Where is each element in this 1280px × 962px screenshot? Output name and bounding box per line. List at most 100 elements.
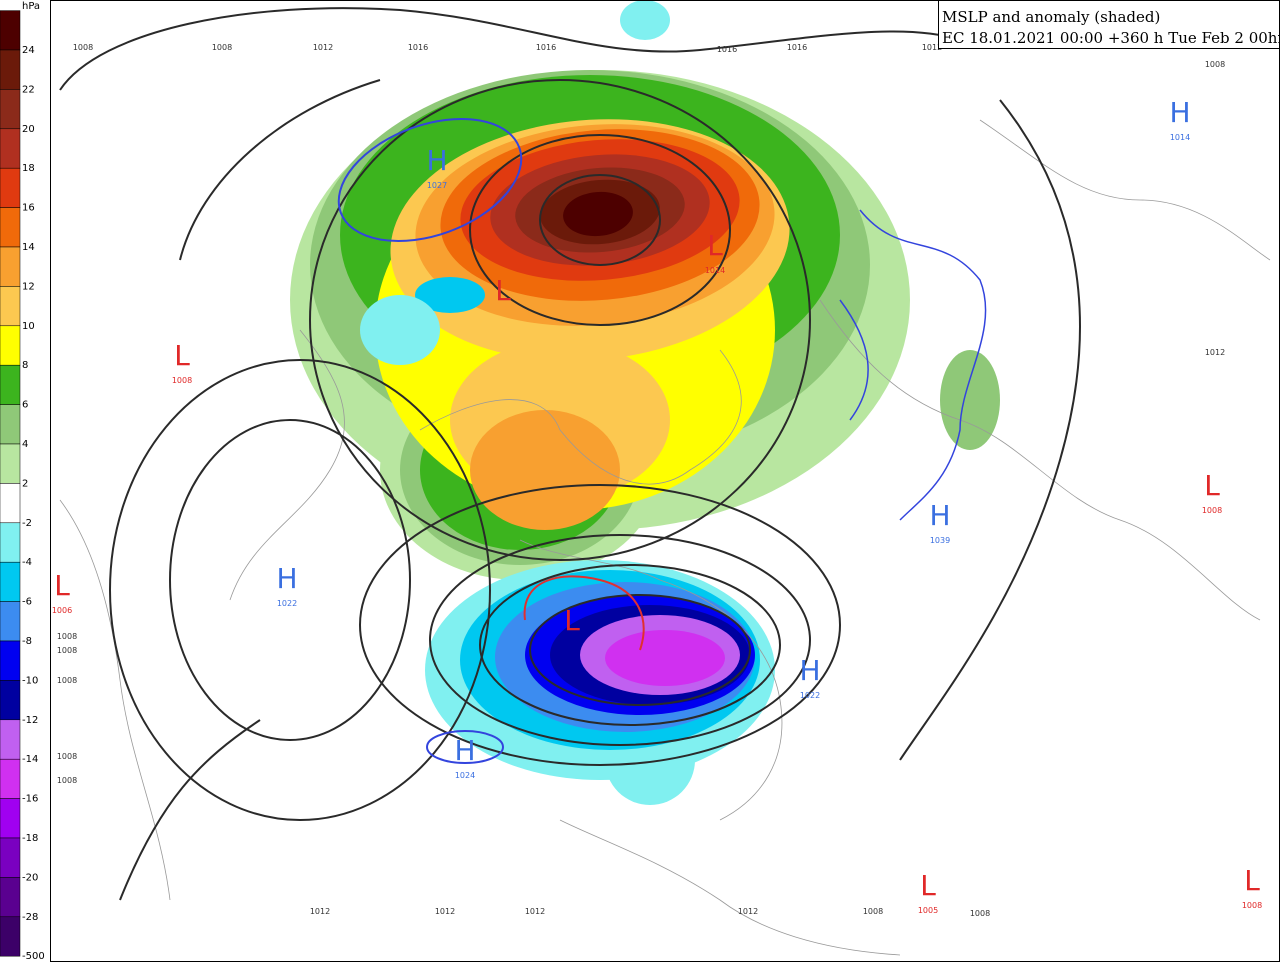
center-pressure: 1024 bbox=[455, 771, 475, 780]
high-contour bbox=[839, 209, 987, 521]
colorbar-box bbox=[0, 798, 21, 839]
center-pressure: 1008 bbox=[1242, 901, 1262, 910]
isobar-label: 1012 bbox=[435, 907, 455, 916]
center-letter: H bbox=[929, 499, 950, 532]
colorbar-box bbox=[0, 916, 21, 957]
isobar-label: 1012 bbox=[738, 907, 758, 916]
anomaly-area bbox=[360, 295, 440, 365]
colorbar-label: 6 bbox=[22, 400, 28, 411]
center-letter: H bbox=[426, 144, 447, 177]
colorbar-label: 20 bbox=[22, 124, 35, 135]
colorbar-label: 18 bbox=[22, 163, 35, 174]
center-letter: L bbox=[495, 274, 511, 307]
colorbar-box bbox=[0, 404, 21, 445]
colorbar-box bbox=[0, 719, 21, 760]
isobar-label: 1012 bbox=[922, 43, 942, 52]
colorbar-box bbox=[0, 877, 21, 918]
colorbar-label: -12 bbox=[22, 715, 38, 726]
colorbar-box bbox=[0, 483, 21, 524]
colorbar-box bbox=[0, 561, 21, 602]
colorbar-box bbox=[0, 443, 21, 484]
colorbar-box bbox=[0, 167, 21, 208]
center-pressure: 1008 bbox=[172, 376, 192, 385]
colorbar-box bbox=[0, 601, 21, 642]
colorbar-label: 12 bbox=[22, 281, 35, 292]
header-title: MSLP and anomaly (shaded) bbox=[942, 8, 1160, 26]
anomaly-shading bbox=[290, 0, 1000, 805]
center-letter: H bbox=[276, 562, 297, 595]
colorbar-label: 16 bbox=[22, 203, 35, 214]
isobar-label: 1008 bbox=[212, 43, 232, 52]
anomaly-area bbox=[620, 0, 670, 40]
colorbar-box bbox=[0, 286, 21, 327]
colorbar-unit: hPa bbox=[22, 1, 40, 12]
center-letter: L bbox=[920, 869, 936, 902]
colorbar-label: 8 bbox=[22, 360, 28, 371]
center-letter: L bbox=[1244, 864, 1260, 897]
isobar-label: 1008 bbox=[970, 909, 990, 918]
colorbar-label: -20 bbox=[22, 872, 38, 883]
colorbar-box bbox=[0, 246, 21, 287]
isobar-label: 1012 bbox=[525, 907, 545, 916]
header-subtitle: EC 18.01.2021 00:00 +360 h Tue Feb 2 00h… bbox=[942, 29, 1280, 47]
low-contour bbox=[523, 575, 645, 651]
center-pressure: 1005 bbox=[918, 906, 938, 915]
colorbar-label: 2 bbox=[22, 478, 28, 489]
center-pressure: 1008 bbox=[1202, 506, 1222, 515]
center-letter: L bbox=[54, 569, 70, 602]
isobar-label: 1016 bbox=[536, 43, 556, 52]
center-letter: L bbox=[174, 339, 190, 372]
colorbar-label: 10 bbox=[22, 321, 35, 332]
center-pressure: 1022 bbox=[800, 691, 820, 700]
colorbar-label: -8 bbox=[22, 636, 32, 647]
colorbar-label: -14 bbox=[22, 754, 38, 765]
center-letter: L bbox=[707, 229, 723, 262]
isobar-label: 1016 bbox=[717, 45, 737, 54]
colorbar-label: 14 bbox=[22, 242, 35, 253]
anomaly-area bbox=[563, 191, 633, 237]
colorbar-label: -16 bbox=[22, 794, 38, 805]
colorbar-label: -500 bbox=[22, 951, 45, 962]
anomaly-area bbox=[940, 350, 1000, 450]
isobar-label: 1008 bbox=[57, 632, 77, 641]
center-letter: H bbox=[1169, 96, 1190, 129]
colorbar: hPa 24 22 20 18 16 14 12 10 8 6 4 2 -2 -4 -6 -8 -10 -12 -1… bbox=[0, 1, 45, 962]
colorbar-box bbox=[0, 364, 21, 405]
colorbar-box bbox=[0, 522, 21, 563]
high-contour bbox=[426, 730, 504, 764]
colorbar-box bbox=[0, 758, 21, 799]
isobar-label: 1008 bbox=[57, 776, 77, 785]
colorbar-box bbox=[0, 128, 21, 169]
center-letter: L bbox=[1204, 469, 1220, 502]
isobars bbox=[59, 7, 1081, 901]
high-contour bbox=[337, 117, 523, 243]
colorbar-label: -18 bbox=[22, 833, 38, 844]
center-letter: H bbox=[799, 654, 820, 687]
isobar-label: 1008 bbox=[1205, 60, 1225, 69]
colorbar-label: -4 bbox=[22, 557, 32, 568]
isobar-label: 1012 bbox=[1205, 348, 1225, 357]
anomaly-area bbox=[470, 410, 620, 530]
center-pressure: 1027 bbox=[427, 181, 447, 190]
isobar-label: 1008 bbox=[57, 752, 77, 761]
colorbar-label: -10 bbox=[22, 675, 38, 686]
isobar-label: 1012 bbox=[310, 907, 330, 916]
isobar-label: 1008 bbox=[57, 676, 77, 685]
center-pressure: 1014 bbox=[1170, 133, 1190, 142]
isobar-label: 1008 bbox=[863, 907, 883, 916]
anomaly-area bbox=[605, 630, 725, 686]
center-letter: L bbox=[564, 604, 580, 637]
colorbar-box bbox=[0, 49, 21, 90]
colorbar-box bbox=[0, 10, 21, 51]
anomaly-area bbox=[415, 277, 485, 313]
colorbar-box bbox=[0, 680, 21, 721]
colorbar-label: -2 bbox=[22, 518, 32, 529]
colorbar-label: 24 bbox=[22, 45, 35, 56]
map-labels: H 1027 L 1014 L L 1008 L 1006 H 1022 H 1024 L H 1022 H 10… bbox=[52, 43, 1262, 918]
isobar-label: 1012 bbox=[313, 43, 333, 52]
colorbar-box bbox=[0, 837, 21, 878]
isobar-label: 1016 bbox=[408, 43, 428, 52]
colorbar-box bbox=[0, 207, 21, 248]
colorbar-label: 4 bbox=[22, 439, 28, 450]
